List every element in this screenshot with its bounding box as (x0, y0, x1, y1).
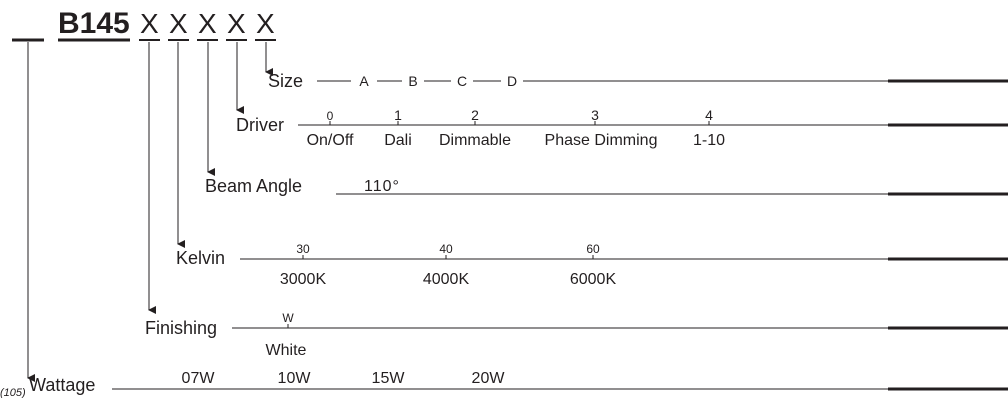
code-slot-wattage: X (140, 8, 159, 39)
code-header: B145 X X X X X (12, 7, 276, 42)
row-wattage: (105) Wattage 07W 10W 15W 20W (0, 370, 1008, 398)
kelvin-code-60: 60 (586, 242, 600, 256)
kelvin-name-6000k: 6000K (570, 271, 617, 288)
driver-code-0: 0 (327, 109, 334, 123)
code-slot-finishing: X (169, 8, 188, 39)
wattage-option-10w: 10W (278, 370, 312, 387)
code-slot-size: X (256, 8, 275, 39)
driver-name-1: Dali (384, 132, 412, 149)
size-option-b: B (408, 73, 417, 89)
driver-code-1: 1 (394, 107, 402, 123)
size-option-a: A (359, 73, 369, 89)
driver-name-2: Dimmable (439, 132, 511, 149)
code-slot-driver: X (227, 8, 246, 39)
finishing-name-white: White (266, 342, 307, 359)
kelvin-label: Kelvin (176, 248, 225, 268)
size-label: Size (268, 71, 303, 91)
row-kelvin: Kelvin 30 40 60 3000K 4000K 6000K (176, 242, 1008, 288)
wattage-label: Wattage (29, 375, 95, 395)
wattage-note: (105) (0, 387, 26, 398)
finishing-label: Finishing (145, 318, 217, 338)
row-finishing: Finishing W White (145, 311, 1008, 359)
code-slot-kelvin: X (198, 8, 217, 39)
size-option-d: D (507, 73, 517, 89)
driver-name-4: 1-10 (693, 132, 725, 149)
kelvin-name-4000k: 4000K (423, 271, 470, 288)
driver-label: Driver (236, 115, 284, 135)
code-prefix: B145 (58, 7, 130, 40)
wattage-option-20w: 20W (472, 370, 506, 387)
row-beam-angle: Beam Angle 110° (205, 176, 1008, 196)
beam-angle-label: Beam Angle (205, 176, 302, 196)
row-size: Size A B C D (268, 71, 1008, 91)
beam-angle-value: 110° (364, 178, 400, 195)
wattage-option-15w: 15W (372, 370, 406, 387)
driver-code-2: 2 (471, 107, 479, 123)
kelvin-name-3000k: 3000K (280, 271, 327, 288)
finishing-code-w: W (282, 311, 294, 325)
driver-name-3: Phase Dimming (545, 132, 658, 149)
driver-code-4: 4 (705, 107, 713, 123)
driver-name-0: On/Off (307, 132, 354, 149)
driver-code-3: 3 (591, 107, 599, 123)
wattage-option-07w: 07W (182, 370, 216, 387)
connector-arrows (27, 42, 273, 382)
kelvin-code-30: 30 (296, 242, 310, 256)
row-driver: Driver 0 1 2 3 4 On/Off Dali Dimmable Ph… (236, 107, 1008, 149)
kelvin-code-40: 40 (439, 242, 453, 256)
size-option-c: C (457, 73, 467, 89)
